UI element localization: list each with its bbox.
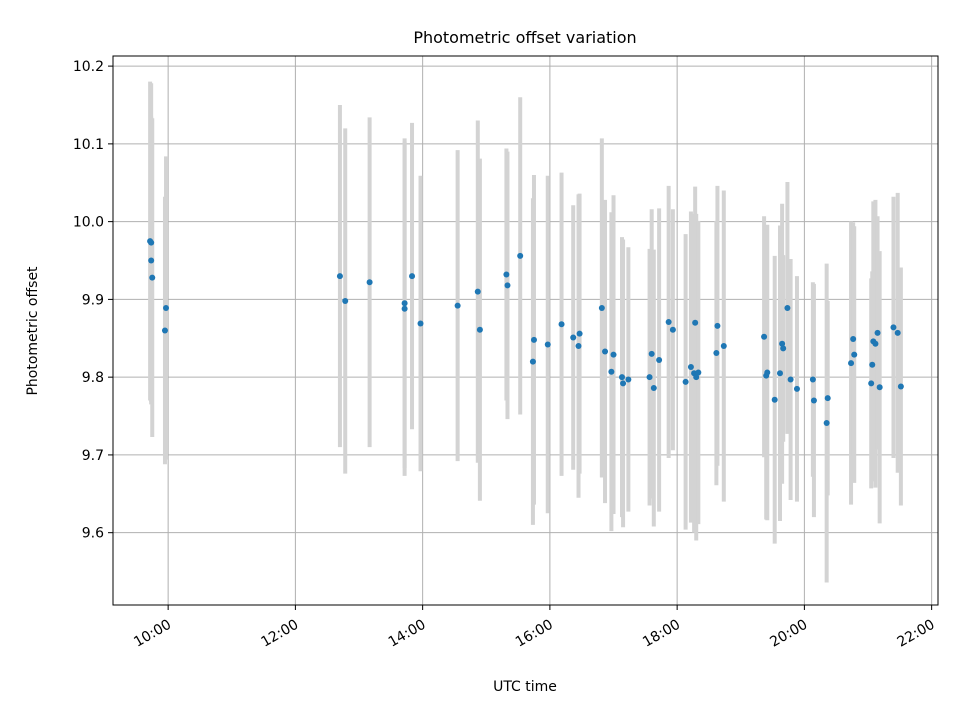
data-point [618,374,625,381]
data-point [687,364,694,371]
data-point [787,376,794,383]
data-point [780,345,787,352]
chart-title: Photometric offset variation [413,28,636,47]
data-point [610,351,617,358]
data-point [720,343,727,350]
y-tick-label: 9.6 [82,526,104,542]
data-point [682,378,689,385]
data-point [454,302,461,309]
data-point [576,330,583,337]
data-point [336,273,343,280]
data-point [810,397,817,404]
data-point [148,257,155,264]
data-point [692,319,699,326]
data-point [149,274,156,281]
data-point [894,329,901,336]
data-point [824,395,831,402]
data-point [529,358,536,365]
data-point [342,297,349,304]
data-point [544,341,551,348]
data-point [693,374,700,381]
data-point [779,340,786,347]
data-point [504,282,511,289]
data-point [872,340,879,347]
data-point [148,239,155,246]
data-point [714,322,721,329]
y-axis-label: Photometric offset [25,266,41,396]
data-point [656,357,663,364]
data-point [897,383,904,390]
data-point [648,350,655,357]
data-point [848,360,855,367]
data-point [665,318,672,325]
data-point [713,350,720,357]
plot-frame [112,55,939,606]
data-point [669,326,676,333]
data-point [646,374,653,381]
data-point [869,361,876,368]
data-point [771,396,778,403]
y-tick-label: 10.1 [73,137,104,153]
data-point [417,320,424,327]
data-point [776,370,783,377]
data-point [602,348,609,355]
data-point [517,252,524,259]
data-point [401,305,408,312]
data-point [625,376,632,383]
data-point [570,334,577,341]
data-point [890,324,897,331]
data-point [761,333,768,340]
data-point [608,368,615,375]
x-axis-label: UTC time [493,679,557,695]
data-point [530,336,537,343]
grid-lines [113,56,938,605]
data-point [474,288,481,295]
data-point [650,385,657,392]
data-point [598,304,605,311]
y-tick-label: 10.2 [73,59,104,75]
data-point [876,384,883,391]
y-tick-label: 9.7 [82,448,104,464]
data-point [850,336,857,343]
data-point [695,369,702,376]
y-tick-label: 9.9 [82,292,104,308]
data-point [874,329,881,336]
data-point [620,380,627,387]
data-point [503,271,510,278]
data-point [161,327,168,334]
data-points [147,238,904,427]
y-tick-label: 9.8 [82,370,104,386]
data-point [575,343,582,350]
data-point [163,304,170,311]
data-point [784,304,791,311]
data-point [851,351,858,358]
data-point [793,385,800,392]
data-point [809,376,816,383]
data-point [409,273,416,280]
data-point [366,279,373,286]
data-point [401,300,408,307]
data-point [823,420,830,427]
y-axis-ticks: 9.6 9.7 9.8 9.9 10.0 10.1 10.2 [73,59,113,542]
data-point [868,380,875,387]
data-point [476,326,483,333]
data-point [558,321,565,328]
plot-area [113,56,938,605]
y-tick-label: 10.0 [73,215,104,231]
data-point [764,369,771,376]
